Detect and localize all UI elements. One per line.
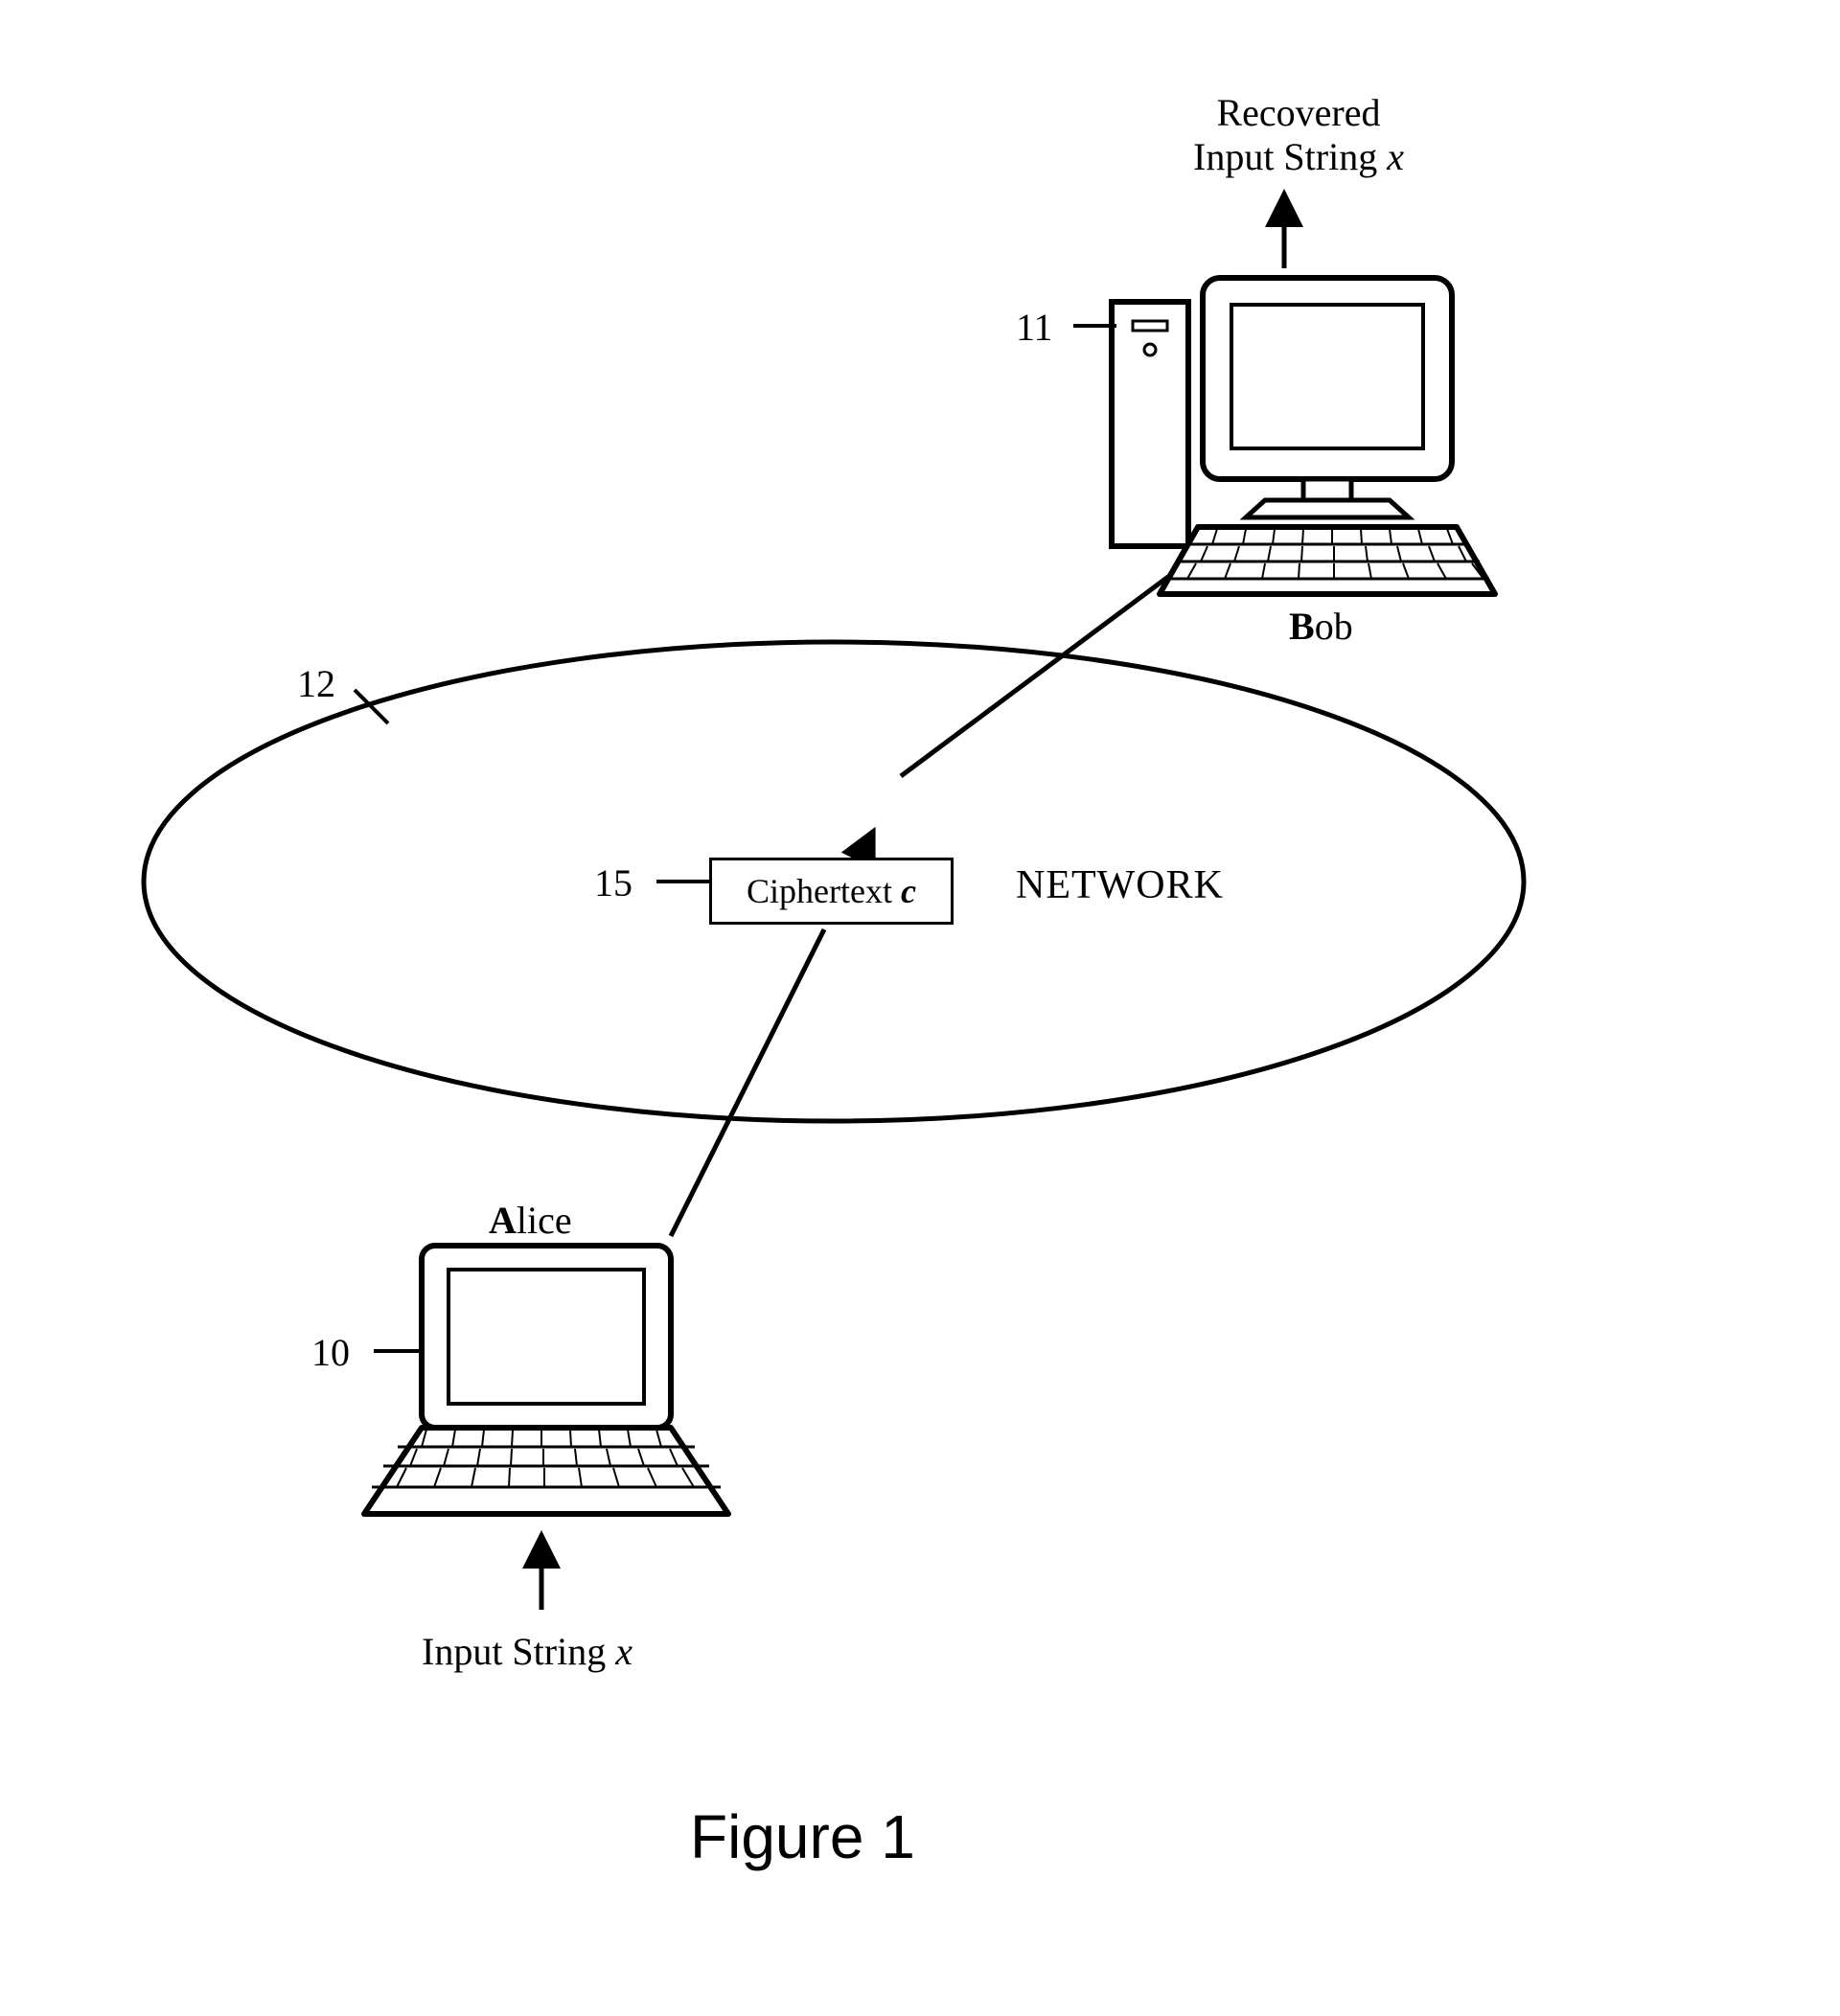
figure-title: Figure 1 [690,1801,915,1872]
diagram-canvas: Ciphertext c 15 NETWORK 12 Alice 10 Inpu… [0,0,1840,2016]
ref-10: 10 [311,1330,350,1375]
bob-desktop [1112,278,1495,594]
ref-11: 11 [1016,305,1053,350]
ciphertext-label: Ciphertext c [747,871,916,911]
alice-label: Alice [489,1198,572,1243]
svg-layer [0,0,1840,2016]
bob-label: Bob [1289,604,1353,649]
network-label: NETWORK [1016,862,1224,908]
ref-15: 15 [594,860,632,905]
ref-12: 12 [297,661,335,706]
net-to-bob-line [901,565,1184,776]
output-label: Recovered Input String x [1164,91,1433,179]
alice-laptop [364,1246,728,1514]
ciphertext-box: Ciphertext c [709,858,954,925]
input-label: Input String x [422,1629,632,1674]
alice-to-net-line [671,929,824,1236]
